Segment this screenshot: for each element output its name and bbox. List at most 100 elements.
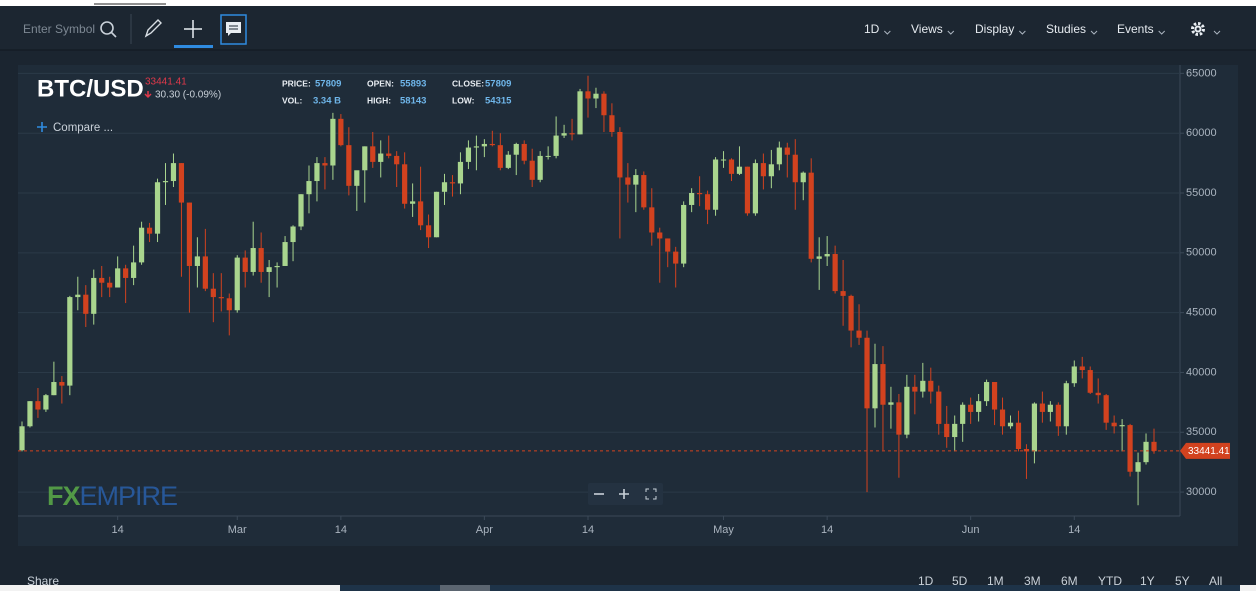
candle-body — [633, 175, 639, 185]
candle-body — [593, 93, 599, 99]
chevron — [1158, 30, 1166, 35]
candle-body — [123, 268, 129, 278]
range-button[interactable]: 5D — [952, 574, 968, 588]
range-button[interactable]: 1D — [918, 574, 934, 588]
info-value: 57809 — [315, 79, 341, 90]
range-button[interactable]: 1Y — [1140, 574, 1155, 588]
candle-body — [872, 364, 878, 409]
candle-body — [146, 227, 153, 234]
candle-body — [736, 166, 743, 174]
candle-body — [1031, 403, 1038, 452]
chart-title: BTC/USD — [37, 75, 144, 102]
x-tick-label: 14 — [582, 524, 594, 536]
candle-body — [561, 133, 567, 136]
candle-body — [609, 115, 615, 132]
candle-body — [1055, 404, 1061, 427]
info-label: HIGH: — [367, 95, 391, 105]
candle-body — [768, 164, 774, 177]
fullscreen[interactable] — [645, 488, 657, 500]
menu-item[interactable]: 1D — [864, 22, 880, 36]
comment-tool[interactable] — [220, 14, 247, 45]
candle-body — [681, 204, 687, 264]
candle-body — [800, 172, 806, 183]
y-tick-label: 30000 — [1186, 486, 1217, 498]
draw-tool[interactable] — [144, 19, 162, 38]
info-value: 57809 — [485, 79, 511, 90]
candle-body — [218, 297, 224, 299]
y-tick-label: 50000 — [1186, 247, 1217, 259]
candle-body — [712, 159, 719, 210]
active-indicator — [174, 45, 213, 48]
candle-body — [154, 182, 161, 234]
candle-body — [441, 182, 448, 192]
candle-body — [577, 91, 583, 135]
candle-body — [1071, 366, 1077, 384]
search-input[interactable]: Enter Symbol — [23, 22, 95, 36]
candle-body — [728, 159, 735, 174]
candle-body — [378, 153, 384, 162]
candle-body — [641, 175, 647, 208]
candle-body — [1007, 422, 1014, 427]
candle-body — [75, 294, 81, 298]
candle-body — [912, 386, 918, 392]
range-button[interactable]: YTD — [1098, 574, 1122, 588]
info-value: 55893 — [400, 79, 426, 90]
menu-item[interactable]: Display — [975, 22, 1014, 36]
info-label: LOW: — [452, 95, 475, 105]
search-icon[interactable] — [100, 21, 117, 38]
candle-body — [1079, 366, 1085, 371]
chevron — [883, 30, 891, 35]
scrollbar-track — [340, 585, 1240, 591]
range-button[interactable]: 5Y — [1175, 574, 1190, 588]
menu-item[interactable]: Events — [1117, 22, 1154, 36]
candle-body — [904, 386, 910, 435]
candle-body — [274, 265, 280, 268]
candle-body — [689, 193, 695, 205]
candle-body — [529, 160, 535, 180]
x-tick-label: May — [713, 524, 734, 536]
last-price-tag — [1180, 442, 1230, 459]
candle-body — [433, 191, 440, 238]
candle-body — [968, 404, 974, 412]
menu-item[interactable]: Studies — [1046, 22, 1086, 36]
candle-body — [210, 288, 216, 298]
settings[interactable] — [1191, 22, 1221, 36]
candle-body — [625, 177, 631, 185]
candle-body — [1039, 403, 1045, 412]
candle-body — [832, 254, 838, 292]
candle-body — [67, 297, 73, 386]
x-tick-label: 14 — [112, 524, 124, 536]
candle-body — [864, 337, 870, 409]
candle-body — [83, 294, 89, 314]
candle-body — [1087, 370, 1093, 393]
candle-body — [234, 257, 240, 311]
range-button[interactable]: 6M — [1061, 574, 1078, 588]
candle-body — [928, 380, 934, 392]
scrollbar-thumb[interactable] — [440, 585, 490, 591]
logo-empire: EMPIRE — [80, 481, 178, 511]
compare-label: Compare ... — [53, 122, 113, 134]
crosshair-tool[interactable] — [184, 20, 202, 38]
info-label: VOL: — [282, 95, 302, 105]
candle-body — [322, 163, 328, 166]
candle-body — [481, 143, 487, 147]
gear-hole — [1196, 27, 1200, 31]
candle-body — [354, 170, 360, 186]
range-button[interactable]: All — [1209, 574, 1222, 588]
candle-body — [792, 154, 798, 183]
candle-body — [760, 163, 766, 177]
chevron — [947, 30, 955, 35]
info-value: 54315 — [485, 96, 512, 107]
candle-body — [330, 118, 336, 166]
candle-body — [545, 155, 551, 157]
candle-body — [107, 282, 113, 288]
compare-button[interactable]: Compare ... — [37, 122, 113, 134]
zoom-in[interactable] — [619, 489, 629, 499]
range-button[interactable]: 1M — [987, 574, 1004, 588]
candle-body — [1063, 383, 1069, 427]
x-tick-label: 14 — [335, 524, 347, 536]
share-button[interactable]: Share — [27, 574, 59, 588]
menu-item[interactable]: Views — [911, 22, 943, 36]
range-button[interactable]: 3M — [1024, 574, 1041, 588]
candle-body — [952, 423, 958, 438]
